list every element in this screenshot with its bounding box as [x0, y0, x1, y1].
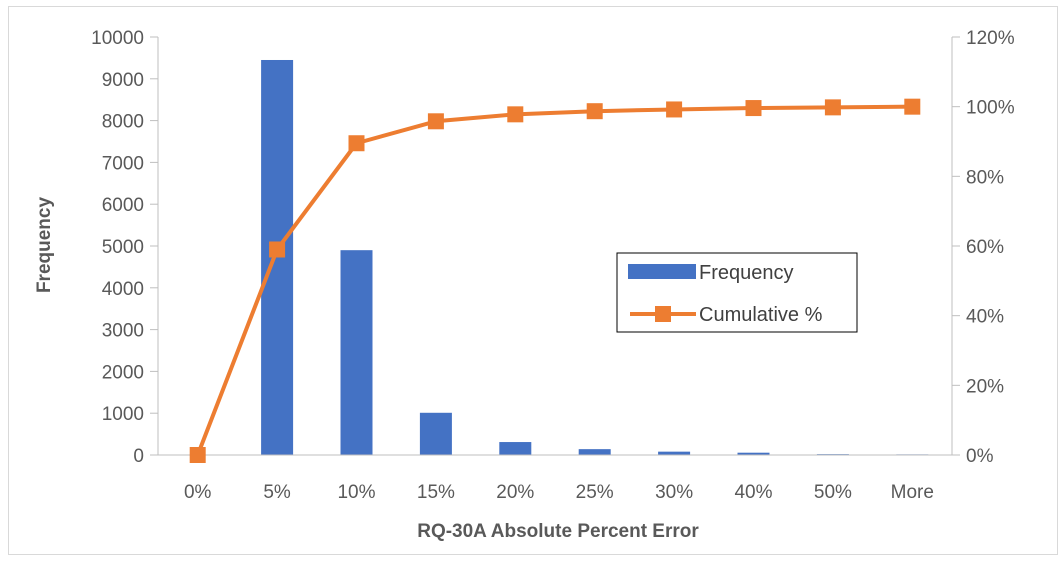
left-tick-label: 1000	[102, 404, 144, 425]
y-axis-title: Frequency	[34, 197, 55, 294]
x-axis-title: RQ-30A Absolute Percent Error	[417, 521, 699, 542]
right-tick-label: 20%	[966, 376, 1004, 397]
left-tick-label: 8000	[102, 112, 144, 133]
x-tick-label: 40%	[734, 482, 772, 503]
cumulative-point	[348, 135, 365, 152]
legend-swatch-frequency	[628, 264, 696, 279]
right-tick-label: 0%	[966, 446, 994, 467]
cumulative-point	[904, 98, 921, 115]
left-tick-label: 9000	[102, 70, 144, 91]
x-tick-label: 5%	[263, 482, 291, 503]
x-tick-label: 30%	[655, 482, 693, 503]
left-tick-label: 4000	[102, 279, 144, 300]
x-tick-label: 15%	[417, 482, 455, 503]
legend: Frequency Cumulative %	[616, 252, 858, 333]
x-tick-label: 25%	[576, 482, 614, 503]
frequency-bar	[658, 451, 691, 455]
right-tick-label: 40%	[966, 307, 1004, 328]
legend-label-cumulative: Cumulative %	[699, 304, 823, 326]
right-tick-label: 60%	[966, 237, 1004, 258]
right-tick-label: 100%	[966, 98, 1015, 119]
legend-swatch-cumulative-marker	[655, 306, 671, 322]
cumulative-point	[507, 106, 524, 123]
cumulative-point	[745, 100, 762, 117]
x-tick-label: 20%	[496, 482, 534, 503]
frequency-bar	[261, 59, 294, 456]
cumulative-point	[269, 241, 286, 258]
frequency-bar	[737, 452, 770, 455]
cumulative-point	[824, 99, 841, 116]
left-tick-label: 3000	[102, 321, 144, 342]
cumulative-point	[666, 101, 683, 118]
chart-frame	[8, 6, 1058, 555]
x-tick-label: 50%	[814, 482, 852, 503]
x-tick-label: 0%	[184, 482, 212, 503]
cumulative-series-line	[195, 104, 913, 456]
cumulative-point	[189, 447, 206, 463]
cumulative-line	[189, 98, 921, 463]
left-tick-label: 6000	[102, 195, 144, 216]
right-tick-label: 80%	[966, 167, 1004, 188]
left-tick-label: 0	[133, 446, 144, 467]
x-axis-ticks: 0% 5% 10% 15% 20% 25% 30% 40% 50% More	[184, 482, 934, 503]
left-tick-label: 2000	[102, 362, 144, 383]
frequency-bar	[340, 250, 373, 455]
frequency-bars	[261, 59, 929, 456]
cumulative-point	[586, 103, 603, 120]
legend-label-frequency: Frequency	[699, 262, 794, 284]
left-tick-label: 5000	[102, 237, 144, 258]
left-axis-ticks: 0 1000 2000 3000 4000 5000 6000 7000 8000 9000 100…	[91, 28, 158, 467]
frequency-bar	[419, 412, 452, 455]
x-tick-label: 10%	[337, 482, 375, 503]
axes	[157, 37, 953, 456]
right-tick-label: 120%	[966, 28, 1015, 49]
left-tick-label: 10000	[91, 28, 144, 49]
left-tick-label: 7000	[102, 153, 144, 174]
frequency-bar	[499, 442, 532, 455]
x-tick-label: More	[891, 482, 934, 503]
cumulative-point	[427, 113, 444, 130]
right-axis-ticks: 0% 20% 40% 60% 80% 100% 120%	[952, 28, 1015, 467]
frequency-bar	[578, 449, 611, 455]
